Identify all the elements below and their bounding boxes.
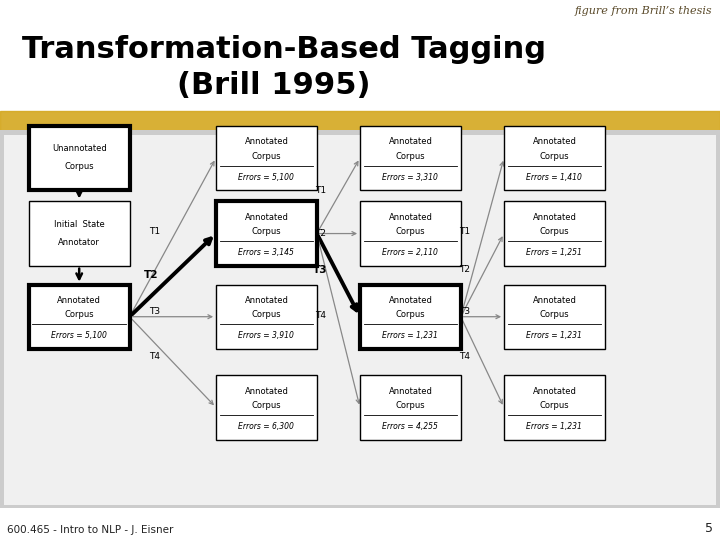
FancyBboxPatch shape (29, 126, 130, 190)
Text: T1: T1 (149, 227, 161, 237)
FancyBboxPatch shape (504, 201, 605, 266)
Text: Annotated: Annotated (245, 213, 288, 222)
FancyBboxPatch shape (504, 375, 605, 440)
FancyBboxPatch shape (216, 201, 317, 266)
Text: Corpus: Corpus (539, 310, 570, 319)
Text: Annotator: Annotator (58, 238, 100, 247)
Text: T3: T3 (149, 307, 161, 316)
Text: 600.465 - Intro to NLP - J. Eisner: 600.465 - Intro to NLP - J. Eisner (7, 524, 174, 535)
FancyBboxPatch shape (29, 201, 130, 266)
Text: Corpus: Corpus (539, 401, 570, 410)
FancyBboxPatch shape (504, 285, 605, 349)
Text: T4: T4 (315, 310, 326, 320)
Text: Errors = 1,410: Errors = 1,410 (526, 173, 582, 182)
FancyBboxPatch shape (4, 135, 716, 505)
FancyBboxPatch shape (360, 375, 461, 440)
Text: Annotated: Annotated (389, 137, 432, 146)
FancyBboxPatch shape (216, 126, 317, 190)
Text: T2: T2 (459, 265, 470, 274)
Text: T4: T4 (459, 352, 470, 361)
Text: Annotated: Annotated (533, 296, 576, 305)
Text: Corpus: Corpus (251, 310, 282, 319)
Text: Errors = 4,255: Errors = 4,255 (382, 422, 438, 431)
Text: Initial  State: Initial State (54, 220, 104, 229)
Text: T3: T3 (313, 265, 328, 275)
Text: Corpus: Corpus (251, 152, 282, 160)
Text: Corpus: Corpus (251, 401, 282, 410)
Text: T2: T2 (144, 270, 158, 280)
Text: T4: T4 (149, 352, 161, 361)
Text: Corpus: Corpus (395, 152, 426, 160)
Text: T2: T2 (315, 229, 326, 238)
FancyBboxPatch shape (29, 285, 130, 349)
FancyBboxPatch shape (360, 201, 461, 266)
Text: Transformation-Based Tagging: Transformation-Based Tagging (22, 35, 546, 64)
Text: 5: 5 (705, 522, 713, 535)
Text: T1: T1 (459, 227, 470, 237)
Text: Annotated: Annotated (389, 387, 432, 396)
Text: Annotated: Annotated (533, 213, 576, 222)
FancyBboxPatch shape (0, 130, 720, 508)
Text: Errors = 1,251: Errors = 1,251 (526, 248, 582, 258)
Text: Corpus: Corpus (395, 401, 426, 410)
Text: Errors = 1,231: Errors = 1,231 (526, 332, 582, 341)
Text: Errors = 5,100: Errors = 5,100 (51, 332, 107, 341)
Text: Corpus: Corpus (251, 227, 282, 236)
Text: Errors = 6,300: Errors = 6,300 (238, 422, 294, 431)
Text: (Brill 1995): (Brill 1995) (177, 71, 370, 100)
Bar (0, 111, 720, 132)
Text: Annotated: Annotated (533, 387, 576, 396)
Text: Unannotated: Unannotated (52, 145, 107, 153)
FancyBboxPatch shape (216, 375, 317, 440)
Text: T3: T3 (459, 307, 470, 316)
Text: Annotated: Annotated (58, 296, 101, 305)
FancyBboxPatch shape (504, 126, 605, 190)
Text: Annotated: Annotated (389, 213, 432, 222)
Text: Corpus: Corpus (395, 227, 426, 236)
Text: Errors = 1,231: Errors = 1,231 (526, 422, 582, 431)
Text: Corpus: Corpus (64, 310, 94, 319)
Text: Errors = 2,110: Errors = 2,110 (382, 248, 438, 258)
Text: figure from Brill’s thesis: figure from Brill’s thesis (575, 6, 713, 17)
Text: Corpus: Corpus (64, 163, 94, 171)
Text: Errors = 5,100: Errors = 5,100 (238, 173, 294, 182)
Text: Errors = 3,145: Errors = 3,145 (238, 248, 294, 258)
Text: T1: T1 (315, 186, 326, 195)
Text: Errors = 1,231: Errors = 1,231 (382, 332, 438, 341)
Text: Corpus: Corpus (539, 227, 570, 236)
Text: Corpus: Corpus (539, 152, 570, 160)
FancyBboxPatch shape (360, 126, 461, 190)
FancyBboxPatch shape (360, 285, 461, 349)
Text: Errors = 3,310: Errors = 3,310 (382, 173, 438, 182)
Text: Corpus: Corpus (395, 310, 426, 319)
Text: Annotated: Annotated (245, 387, 288, 396)
Text: Annotated: Annotated (245, 137, 288, 146)
Text: Errors = 3,910: Errors = 3,910 (238, 332, 294, 341)
FancyBboxPatch shape (216, 285, 317, 349)
Text: Annotated: Annotated (389, 296, 432, 305)
Text: Annotated: Annotated (245, 296, 288, 305)
Text: Annotated: Annotated (533, 137, 576, 146)
